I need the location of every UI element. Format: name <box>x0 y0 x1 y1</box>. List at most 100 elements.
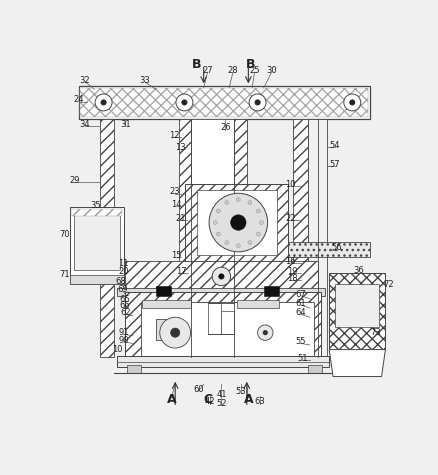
Bar <box>74 211 120 270</box>
Circle shape <box>344 94 361 111</box>
Text: A: A <box>244 393 253 406</box>
Bar <box>308 365 322 373</box>
Text: 51: 51 <box>297 354 307 363</box>
Bar <box>81 88 368 117</box>
Text: 70: 70 <box>60 229 71 238</box>
Circle shape <box>237 198 240 201</box>
Circle shape <box>101 100 106 105</box>
Text: 36: 36 <box>353 266 364 275</box>
Text: 53: 53 <box>235 388 246 397</box>
Circle shape <box>212 267 231 285</box>
Circle shape <box>170 328 180 337</box>
Bar <box>125 261 318 292</box>
Text: A: A <box>166 393 176 406</box>
Text: 33: 33 <box>139 76 150 85</box>
Bar <box>179 119 191 357</box>
Bar <box>156 319 179 341</box>
Text: 60: 60 <box>193 385 204 394</box>
Text: 35: 35 <box>91 201 101 210</box>
Circle shape <box>255 100 260 105</box>
Text: 32: 32 <box>80 76 90 85</box>
Text: 11: 11 <box>118 259 129 268</box>
Bar <box>79 86 370 119</box>
Text: 56: 56 <box>332 244 342 252</box>
Bar <box>117 288 325 296</box>
Bar <box>117 356 329 367</box>
Text: B: B <box>246 58 255 71</box>
Text: 21: 21 <box>175 214 186 223</box>
Text: 54: 54 <box>329 141 340 150</box>
Text: 65: 65 <box>119 295 130 304</box>
Bar <box>284 242 370 257</box>
Text: 20: 20 <box>118 266 129 276</box>
Circle shape <box>231 215 246 230</box>
Text: 22: 22 <box>286 214 296 223</box>
Text: 66: 66 <box>119 301 130 310</box>
Text: 69: 69 <box>117 285 128 294</box>
Circle shape <box>256 232 260 236</box>
Bar <box>100 119 113 357</box>
Bar <box>208 304 221 334</box>
Circle shape <box>249 94 266 111</box>
Circle shape <box>248 200 252 204</box>
Bar <box>329 273 385 350</box>
Bar <box>142 300 191 308</box>
Text: 71: 71 <box>60 270 71 279</box>
Circle shape <box>225 200 229 204</box>
Circle shape <box>350 100 355 105</box>
Bar <box>70 207 124 284</box>
Text: 90: 90 <box>118 336 129 345</box>
Bar <box>191 119 234 357</box>
Text: 72: 72 <box>383 280 394 289</box>
Circle shape <box>225 241 229 245</box>
Text: C: C <box>204 393 213 406</box>
Text: 25: 25 <box>249 66 260 76</box>
Bar <box>71 209 122 217</box>
Bar <box>264 286 279 296</box>
Circle shape <box>176 94 193 111</box>
Bar <box>293 119 308 357</box>
Circle shape <box>216 232 220 236</box>
Text: 16: 16 <box>286 256 296 266</box>
Text: 26: 26 <box>220 124 230 133</box>
Text: 64: 64 <box>295 308 306 317</box>
Text: 18: 18 <box>287 274 297 283</box>
Text: 34: 34 <box>80 120 90 129</box>
Circle shape <box>258 325 273 341</box>
Polygon shape <box>329 350 385 377</box>
Text: 91: 91 <box>118 328 129 337</box>
Bar <box>125 292 321 357</box>
Circle shape <box>209 193 268 252</box>
Circle shape <box>213 220 217 225</box>
Text: 31: 31 <box>120 120 131 129</box>
Bar <box>336 284 379 326</box>
Text: 63: 63 <box>254 398 265 407</box>
Text: 27: 27 <box>202 66 213 76</box>
Circle shape <box>256 209 260 213</box>
Circle shape <box>248 241 252 245</box>
Text: 73: 73 <box>370 328 381 337</box>
Bar <box>308 119 327 357</box>
Text: 62: 62 <box>120 308 131 317</box>
Circle shape <box>219 274 224 279</box>
Bar <box>221 311 234 334</box>
Circle shape <box>160 317 191 348</box>
Text: 67: 67 <box>295 290 306 299</box>
Text: 30: 30 <box>266 66 277 76</box>
Text: 15: 15 <box>172 251 182 260</box>
Text: 10: 10 <box>286 180 296 189</box>
Text: 17: 17 <box>176 266 187 276</box>
Bar <box>237 300 279 308</box>
Text: 28: 28 <box>228 66 238 76</box>
Bar <box>141 302 314 356</box>
Text: 55: 55 <box>296 337 306 346</box>
Text: 10: 10 <box>112 345 123 354</box>
Text: 42: 42 <box>205 398 215 407</box>
Text: 29: 29 <box>69 176 80 185</box>
Text: 24: 24 <box>74 95 84 104</box>
Text: 19: 19 <box>287 266 297 276</box>
Circle shape <box>237 244 240 247</box>
Text: 57: 57 <box>329 160 340 169</box>
Circle shape <box>259 220 263 225</box>
Text: 23: 23 <box>170 187 180 196</box>
